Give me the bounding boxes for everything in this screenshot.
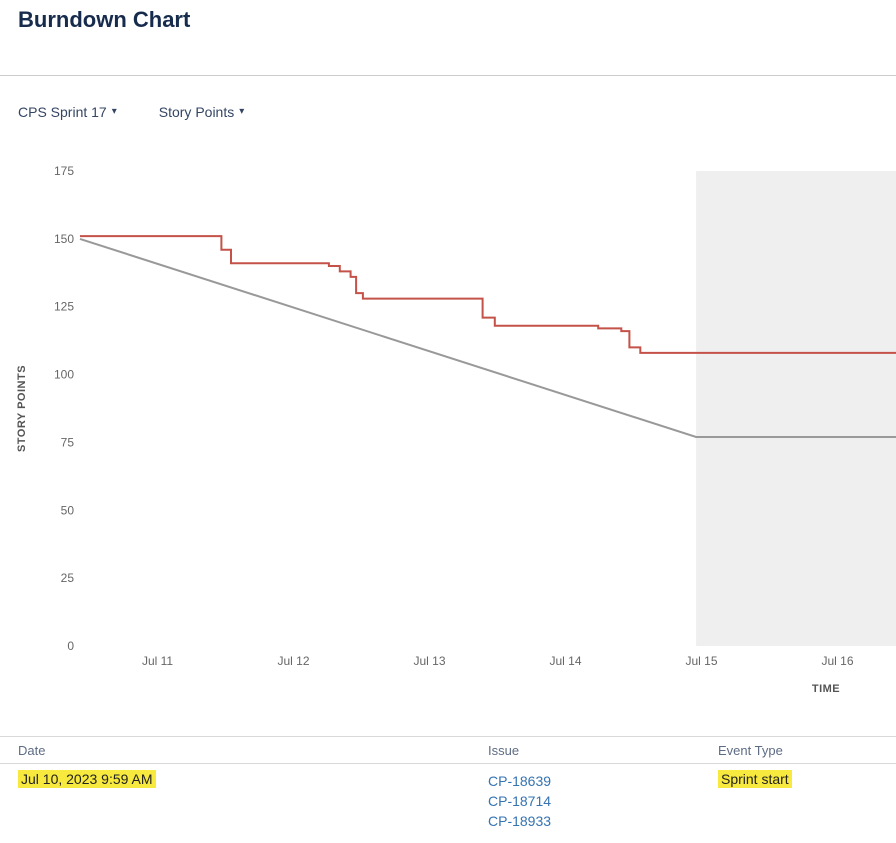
y-tick-label: 175 <box>54 164 74 178</box>
x-tick-label: Jul 12 <box>278 654 310 668</box>
sprint-events-table: Date Issue Event Type Jul 10, 2023 9:59 … <box>0 736 896 831</box>
table-body: Jul 10, 2023 9:59 AM CP-18639 CP-18714 CP-1… <box>0 764 896 831</box>
non-working-shade-region <box>696 171 896 646</box>
header-divider <box>0 75 896 76</box>
sprint-selector-label: CPS Sprint 17 <box>18 104 107 120</box>
table-header-row: Date Issue Event Type <box>0 736 896 764</box>
col-header-event-type: Event Type <box>718 742 783 758</box>
y-tick-label: 25 <box>61 571 75 585</box>
series-remaining-values <box>80 235 896 354</box>
chevron-down-icon: ▾ <box>239 106 245 117</box>
col-header-date: Date <box>18 742 46 758</box>
metric-selector-label: Story Points <box>158 104 235 120</box>
x-tick-label: Jul 14 <box>550 654 582 668</box>
event-type: Sprint start <box>718 770 792 788</box>
series-guideline <box>79 237 896 438</box>
event-date: Jul 10, 2023 9:59 AM <box>18 770 156 788</box>
y-tick-label: 50 <box>61 503 75 517</box>
metric-selector-dropdown[interactable]: Story Points ▾ <box>159 104 245 120</box>
sprint-selector-dropdown[interactable]: CPS Sprint 17 ▾ <box>18 104 117 120</box>
y-tick-label: 100 <box>54 368 74 382</box>
y-tick-label: 75 <box>61 435 75 449</box>
y-tick-label: 150 <box>54 232 74 246</box>
x-tick-label: Jul 16 <box>822 654 854 668</box>
issue-link[interactable]: CP-18639 <box>488 773 552 789</box>
chevron-down-icon: ▾ <box>111 106 117 117</box>
page-title: Burndown Chart <box>18 7 191 32</box>
issue-link[interactable]: CP-18714 <box>488 793 552 809</box>
x-tick-label: Jul 11 <box>142 654 173 668</box>
chart-toolbar: CPS Sprint 17 ▾ Story Points ▾ <box>18 99 896 125</box>
burndown-chart: 175 150 125 100 75 50 25 0 Jul 11 Jul 12 Jul 13 Jul… <box>16 164 896 695</box>
y-tick-label: 0 <box>67 639 74 653</box>
x-axis-label: TIME <box>812 683 840 695</box>
col-header-issue: Issue <box>488 742 520 758</box>
y-axis-label: STORY POINTS <box>16 365 28 452</box>
issue-link[interactable]: CP-18933 <box>488 813 552 829</box>
x-tick-label: Jul 13 <box>414 654 446 668</box>
table-row: Jul 10, 2023 9:59 AM CP-18639 CP-18714 CP-1… <box>0 764 896 831</box>
y-tick-label: 125 <box>54 300 74 314</box>
x-tick-label: Jul 15 <box>686 654 718 668</box>
